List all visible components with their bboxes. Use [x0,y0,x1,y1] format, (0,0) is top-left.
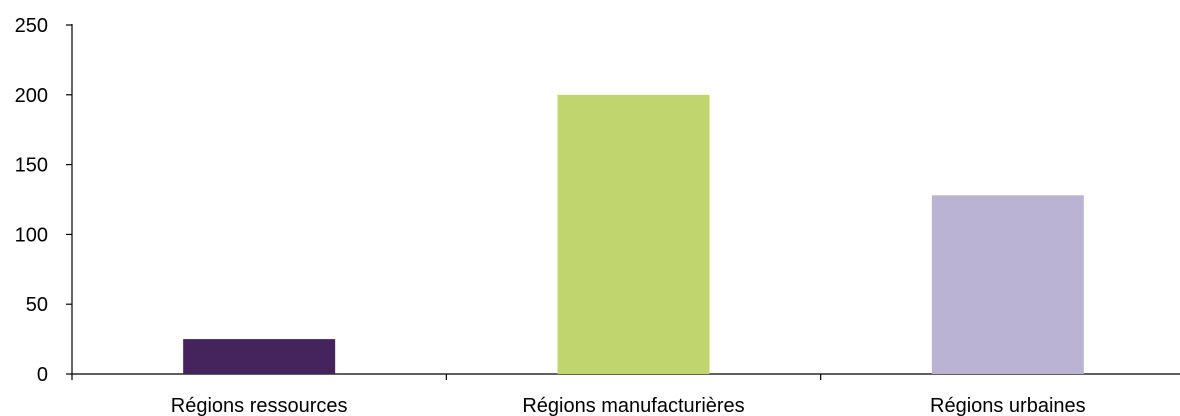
x-axis [71,373,1180,380]
bar [557,94,710,375]
x-category-label: Régions ressources [171,395,348,416]
y-tick-label: 100 [15,224,48,246]
y-tick-label: 50 [26,294,48,316]
bar [183,339,336,374]
x-category-label: Régions urbaines [930,395,1086,416]
y-tick-label: 200 [15,85,48,107]
y-tick-label: 0 [37,364,48,386]
bar [931,195,1084,374]
x-category-label: Régions manufacturières [522,395,744,416]
category-labels: Régions ressources Régions manufacturière… [171,395,1086,416]
y-tick-label: 150 [15,155,48,177]
y-axis: 0 50 100 150 200 250 [15,15,73,386]
bars [183,94,1084,375]
y-tick-label: 250 [15,15,48,37]
